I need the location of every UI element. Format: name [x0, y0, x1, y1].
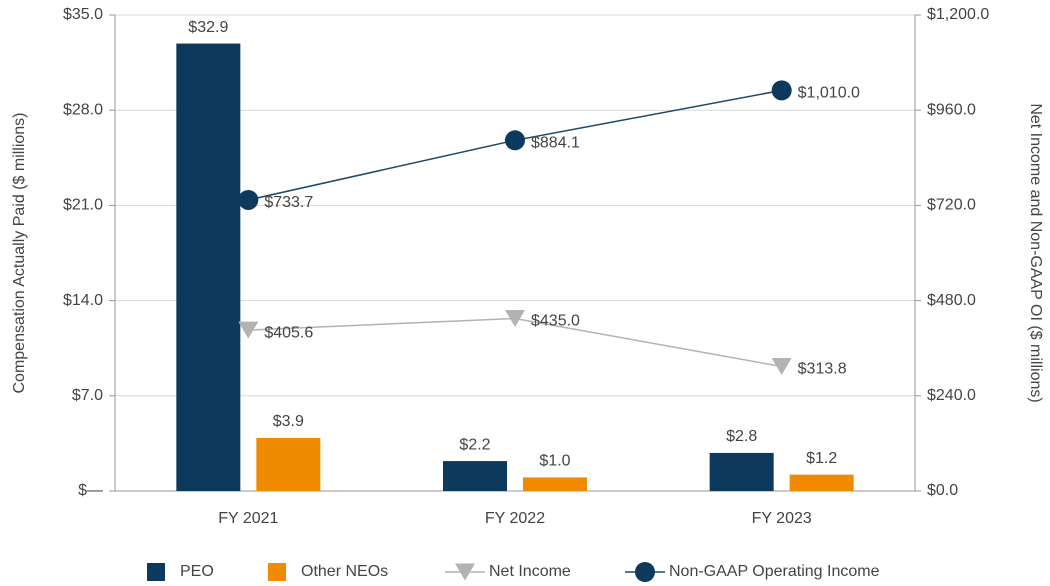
y2-tick-label: $480.0: [927, 292, 976, 309]
y2-axis-label: Net Income and Non-GAAP OI ($ millions): [1027, 103, 1044, 402]
data-label: $32.9: [188, 19, 228, 36]
data-label: $1,010.0: [798, 85, 860, 102]
y-tick-label: $35.0: [63, 6, 103, 23]
marker: [771, 358, 792, 376]
y2-tick-label: $960.0: [927, 101, 976, 118]
data-label: $884.1: [531, 135, 580, 152]
data-label: $733.7: [264, 194, 313, 211]
data-label: $1.0: [539, 453, 570, 470]
legend-marker: [455, 563, 475, 581]
y-axis-label: Compensation Actually Paid ($ millions): [11, 112, 28, 393]
x-tick-label: FY 2022: [485, 510, 545, 527]
y2-tick-label: $1,200.0: [927, 6, 989, 23]
data-label: $405.6: [264, 324, 313, 341]
y-tick-label: $—: [78, 482, 103, 499]
y2-tick-label: $240.0: [927, 387, 976, 404]
legend-label: Net Income: [489, 563, 571, 580]
legend-label: PEO: [180, 563, 214, 580]
data-label: $2.2: [459, 436, 490, 453]
legend-marker: [635, 562, 655, 582]
y-tick-label: $21.0: [63, 197, 103, 214]
bar: [523, 477, 587, 491]
marker: [238, 189, 259, 210]
data-label: $1.2: [806, 450, 837, 467]
y-tick-label: $7.0: [72, 387, 103, 404]
marker: [238, 321, 259, 339]
legend-swatch: [147, 563, 165, 581]
legend-label: Non-GAAP Operating Income: [669, 563, 880, 580]
marker: [505, 130, 525, 151]
y-tick-label: $28.0: [63, 101, 103, 118]
y2-tick-label: $720.0: [927, 197, 976, 214]
legend-label: Other NEOs: [301, 563, 388, 580]
bar: [789, 474, 854, 491]
y2-tick-label: $0.0: [927, 482, 958, 499]
data-label: $3.9: [273, 413, 304, 430]
data-label: $435.0: [531, 313, 580, 330]
data-label: $313.8: [798, 361, 847, 378]
marker: [771, 80, 792, 101]
data-label: $2.8: [726, 428, 757, 445]
legend-swatch: [268, 563, 286, 581]
y-tick-label: $14.0: [63, 292, 103, 309]
bar: [176, 43, 241, 492]
bar: [709, 452, 774, 491]
marker: [505, 309, 525, 327]
bar: [443, 461, 507, 491]
bar: [256, 437, 321, 491]
x-tick-label: FY 2023: [752, 510, 812, 527]
x-tick-label: FY 2021: [218, 510, 278, 527]
